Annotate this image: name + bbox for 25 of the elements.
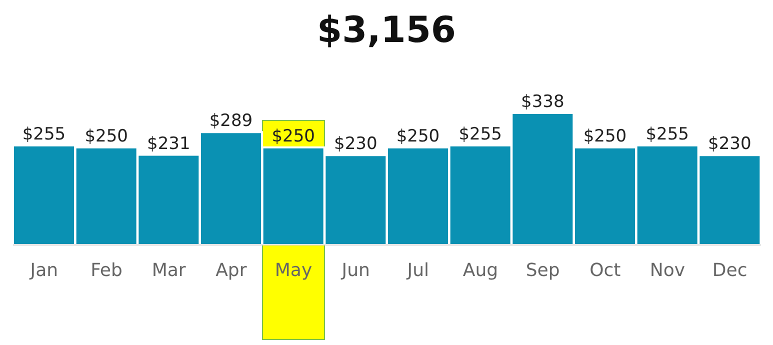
x-tick-label: Apr <box>216 260 248 281</box>
x-tick-label: Mar <box>152 260 186 281</box>
data-label: $250 <box>396 126 440 146</box>
data-label: $255 <box>646 124 689 144</box>
x-tick-label: Nov <box>650 260 686 281</box>
x-tick-label: Aug <box>462 260 498 281</box>
data-label: $230 <box>708 134 752 154</box>
x-tick-label: Dec <box>712 260 748 281</box>
data-label: $250 <box>272 126 315 146</box>
x-tick-label: Jul <box>406 260 430 281</box>
data-label: $255 <box>22 124 66 144</box>
data-label: $338 <box>521 92 564 112</box>
x-tick-label: Oct <box>590 260 621 281</box>
data-label: $231 <box>147 134 190 154</box>
x-tick-label: May <box>274 260 312 281</box>
x-tick-label: Sep <box>526 260 560 281</box>
data-label: $250 <box>84 126 128 146</box>
x-tick-label: Jan <box>29 260 58 281</box>
data-label: $250 <box>583 126 627 146</box>
data-label: $289 <box>209 111 253 132</box>
data-label: $230 <box>334 134 378 154</box>
data-label: $255 <box>458 124 502 144</box>
chart-title: $3,156 <box>316 10 457 51</box>
x-tick-label: Feb <box>90 260 122 281</box>
x-tick-label: Jun <box>340 260 370 281</box>
